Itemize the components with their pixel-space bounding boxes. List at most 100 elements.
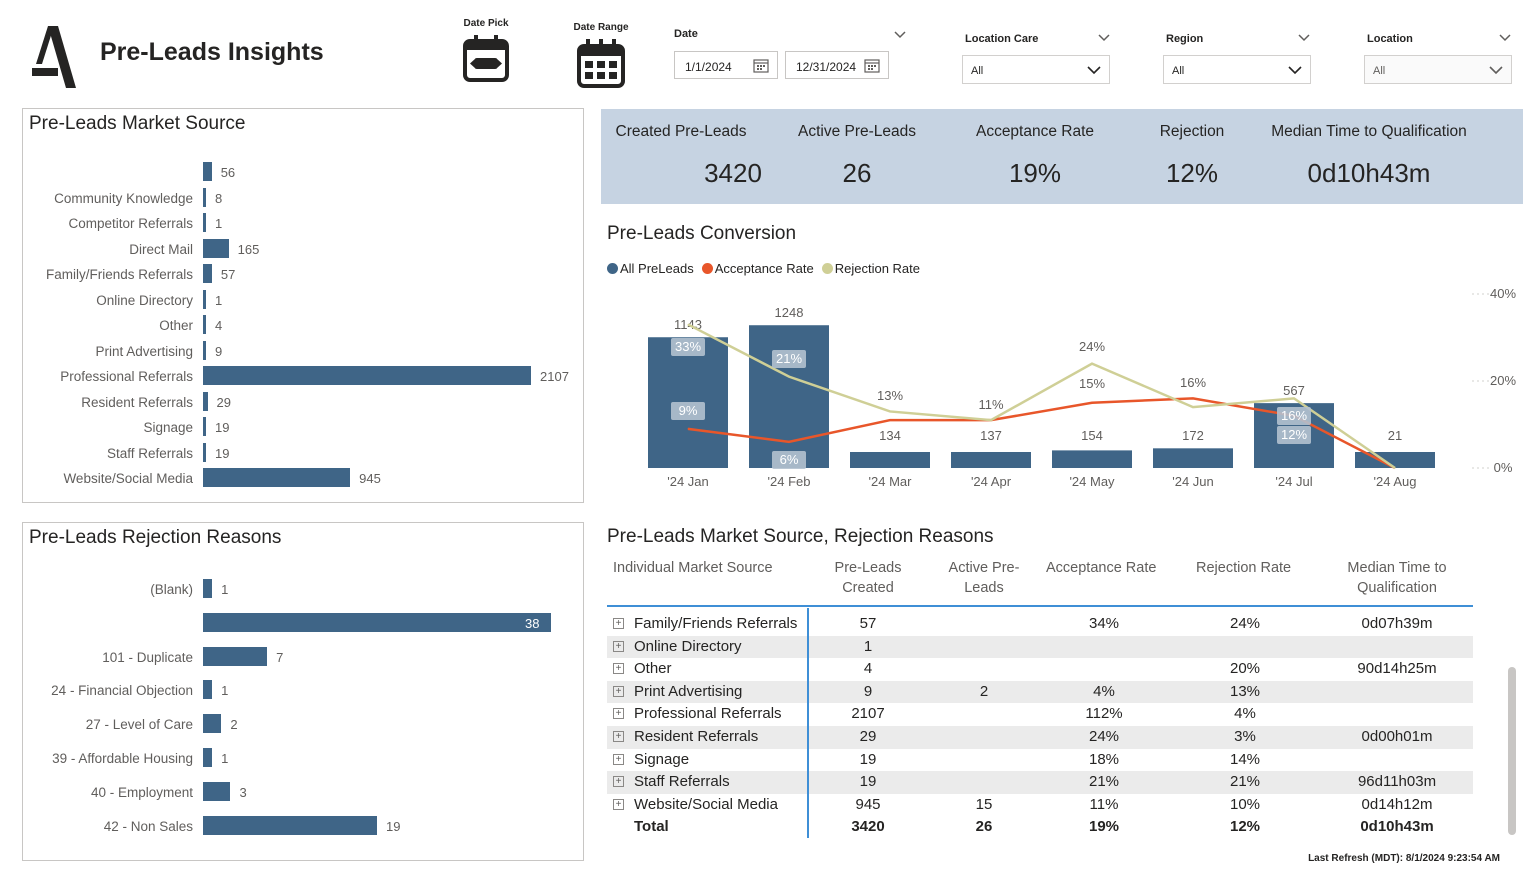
col-header-active-l2: Leads [964,580,1004,596]
location-care-dropdown[interactable]: All [962,55,1110,84]
expand-row-icon[interactable]: + [613,685,624,697]
line-data-label: 11% [978,397,1003,412]
expand-row-icon[interactable]: + [613,640,624,652]
market-source-bar[interactable] [203,442,206,462]
y2-tick-label: 0% [1494,460,1513,475]
rejection-reason-bar-value: 7 [276,649,284,665]
rejection-reason-bar[interactable] [203,714,222,734]
cell-acceptance: 34% [1088,615,1120,632]
kpi-band: Created Pre-Leads 3420 Active Pre-Leads … [601,109,1523,204]
rejection-reason-bar[interactable] [203,579,213,598]
rejection-reason-bar[interactable] [203,781,231,801]
date-end-input[interactable]: 12/31/2024 [785,51,889,79]
y2-tick-label: 20% [1490,373,1516,388]
market-source-bar-label: Print Advertising [95,343,193,359]
expand-row-icon[interactable]: + [613,708,624,720]
rejection-reason-bar[interactable] [203,680,213,700]
region-header-chevron-icon[interactable] [1297,33,1311,43]
rejection-reason-bar[interactable] [203,646,268,666]
market-source-bar[interactable] [203,187,206,207]
cell-source: Family/Friends Referrals [634,615,798,632]
market-source-bar-label: Staff Referrals [106,445,193,461]
rejection-reason-bar[interactable] [203,815,377,835]
market-source-bar[interactable] [203,366,531,385]
expand-row-icon[interactable]: + [613,798,624,810]
table-row[interactable]: + Signage 19 18% 14% [607,749,1473,772]
market-source-bar-value: 1 [215,292,223,308]
company-logo-icon [32,26,76,88]
cell-source: Signage [634,750,690,768]
calendar-icon[interactable] [864,58,880,73]
cell-rejection: 4% [1234,705,1256,723]
table-row[interactable]: + Family/Friends Referrals 57 34% 24% 0d07h39… [607,613,1473,636]
market-source-bar[interactable] [203,289,206,309]
table-row[interactable]: + Resident Referrals 29 24% 3% 0d00h01m [607,726,1473,749]
rejection-reason-bar[interactable] [203,748,213,767]
market-source-bar[interactable] [203,340,206,360]
rejection-rate-line-point [788,376,790,378]
expand-row-icon[interactable]: + [613,753,624,765]
market-source-bar[interactable] [203,391,208,411]
cell-rejection: 13% [1229,682,1261,700]
market-source-bar[interactable] [203,315,206,334]
acceptance-rate-line-point [1192,397,1194,399]
market-source-bar[interactable] [203,162,212,181]
table-row[interactable]: + Other 4 20% 90d14h25m [607,658,1473,681]
table-row[interactable]: + Professional Referrals 2107 112% 4% [607,703,1473,726]
location-header-chevron-icon[interactable] [1498,33,1512,43]
location-care-header-chevron-icon[interactable] [1097,33,1111,43]
market-source-bar-row: Professional Referrals 2107 [23,366,583,386]
table-row[interactable]: + Online Directory 1 [607,635,1473,659]
expand-row-icon[interactable]: + [613,618,624,629]
rejection-reason-bar-label: (Blank) [150,582,193,597]
col-header-rejection[interactable]: Rejection Rate [1196,560,1292,576]
table-header: Individual Market Source Pre-Leads Create… [607,555,1473,607]
date-range-button[interactable]: Date Range [570,22,632,89]
col-header-active[interactable]: Active Pre- Leads [937,558,1031,598]
rejection-reason-bar-row: 24 - Financial Objection 1 [23,680,583,700]
col-header-source[interactable]: Individual Market Source [613,560,773,576]
expand-row-icon[interactable]: + [613,663,624,675]
bar-mark[interactable] [749,325,829,468]
table-scrollbar[interactable] [1508,667,1516,835]
table-row[interactable]: + Website/Social Media 945 15 11% 10% 0d14h12m [607,794,1473,817]
market-source-bar[interactable] [203,213,206,232]
market-source-bar-value: 2107 [540,369,569,384]
legend-rejection-rate[interactable]: Rejection Rate [821,261,920,276]
line-label-box [671,338,705,356]
region-dropdown[interactable]: All [1163,55,1311,84]
legend-dot-icon [701,263,713,274]
market-source-bar-label: Direct Mail [129,241,193,257]
cell-source: Total [634,818,669,836]
rejection-rate-line-point [990,419,992,421]
location-value: All [1373,65,1386,77]
expand-row-icon[interactable]: + [613,731,624,742]
bar-mark[interactable] [1153,448,1233,468]
expand-row-icon[interactable]: + [613,776,624,788]
bar-mark[interactable] [1052,450,1132,468]
legend-acceptance-rate[interactable]: Acceptance Rate [701,261,814,276]
market-source-bar[interactable] [203,238,229,258]
x-tick-label: '24 Mar [869,474,913,489]
table-row[interactable]: + Print Advertising 9 2 4% 13% [607,680,1473,704]
date-start-input[interactable]: 1/1/2024 [674,51,778,79]
bar-mark[interactable] [850,452,930,468]
date-pick-button[interactable]: Date Pick [456,18,516,83]
kpi-created-value: 3420 [704,158,762,188]
bar-mark[interactable] [1355,452,1435,468]
legend-all-preleads[interactable]: All PreLeads [607,261,694,276]
calendar-icon[interactable] [753,58,769,73]
market-source-bar[interactable] [203,264,212,283]
market-source-bar[interactable] [203,417,206,436]
col-header-created[interactable]: Pre-Leads Created [821,558,915,598]
col-header-median[interactable]: Median Time to Qualification [1331,558,1463,598]
table-row[interactable]: + Staff Referrals 19 21% 21% 96d11h03m [607,771,1473,794]
bar-mark[interactable] [951,452,1031,468]
market-source-bar[interactable] [203,468,351,487]
location-dropdown[interactable]: All [1364,55,1512,84]
col-header-acceptance[interactable]: Acceptance Rate [1046,560,1157,576]
rejection-reason-bar[interactable] [203,612,551,632]
market-source-bar-value: 165 [237,241,260,257]
x-tick-label: '24 Jul [1275,474,1312,489]
date-filter-chevron-icon[interactable] [893,30,907,40]
